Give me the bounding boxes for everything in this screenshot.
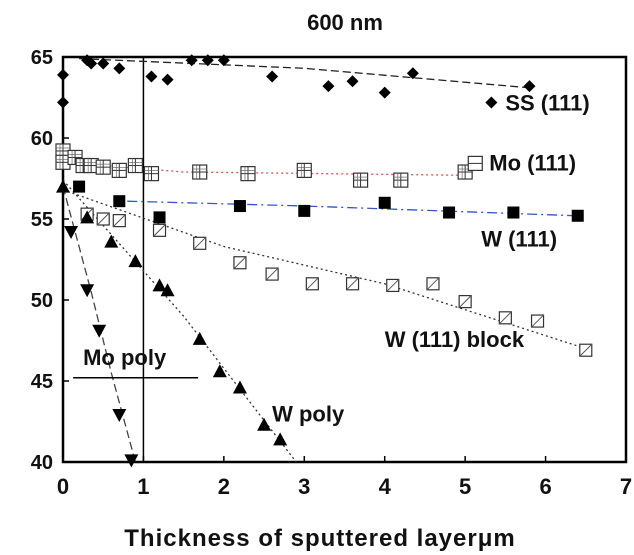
data-point: [192, 164, 208, 180]
data-point: [95, 159, 111, 175]
data-point: [393, 172, 409, 188]
data-point: [217, 54, 230, 67]
chart-title: 600 nm: [307, 10, 383, 35]
data-point: [298, 204, 311, 217]
series-label: SS (111): [505, 90, 589, 115]
data-point: [233, 256, 247, 270]
y-axis-ticks: 40 45 50 55 60 65: [31, 47, 69, 474]
data-point: [579, 343, 593, 357]
data-point: [80, 284, 95, 298]
data-point: [386, 278, 400, 293]
data-point: [153, 211, 166, 224]
series-label: W (111): [481, 227, 557, 252]
data-point: [273, 432, 288, 446]
x-tick-label: 2: [218, 474, 230, 499]
data-point: [426, 277, 440, 291]
data-point: [112, 214, 126, 228]
y-tick-label: 50: [31, 290, 53, 312]
data-point: [92, 324, 107, 338]
trend-line: [62, 189, 586, 350]
data-point: [406, 67, 419, 80]
data-point: [113, 62, 126, 75]
x-axis-ticks: 0 1 2 3 4 5 6 7: [57, 456, 632, 499]
data-point: [352, 172, 369, 188]
x-tick-label: 6: [539, 474, 551, 499]
x-axis-label: Thickness of sputtered layerμm: [124, 525, 515, 552]
x-tick-label: 5: [459, 474, 471, 499]
y-tick-label: 40: [31, 452, 53, 474]
data-point: [161, 73, 174, 86]
data-point: [378, 86, 391, 99]
data-point: [152, 223, 167, 237]
data-point: [152, 278, 167, 292]
data-point: [378, 196, 391, 209]
x-tick-label: 7: [620, 474, 632, 499]
series-label: Mo (111): [489, 150, 576, 175]
series-label: Mo poly: [83, 345, 167, 370]
data-point: [97, 57, 110, 70]
data-point: [266, 70, 279, 83]
data-point: [507, 206, 520, 219]
data-point: [257, 417, 272, 431]
data-point: [111, 162, 127, 178]
data-point: [296, 162, 312, 178]
data-point: [160, 283, 175, 297]
data-point: [73, 180, 86, 193]
data-point: [56, 179, 70, 193]
data-point: [104, 234, 119, 248]
data-point: [232, 380, 247, 394]
x-tick-label: 4: [379, 474, 392, 499]
data-point: [212, 364, 227, 378]
y-tick-label: 60: [31, 128, 53, 150]
data-point: [530, 314, 545, 328]
data-point: [571, 209, 584, 222]
series-label: W poly: [272, 402, 345, 427]
series-label: W (111) block: [385, 327, 525, 352]
data-point: [193, 236, 207, 250]
data-point: [322, 80, 335, 93]
data-point: [265, 267, 279, 281]
data-point: [80, 210, 95, 224]
data-point: [458, 295, 472, 309]
data-point: [240, 166, 256, 182]
data-point: [128, 254, 143, 268]
x-tick-label: 3: [298, 474, 310, 499]
data-point: [57, 96, 69, 109]
data-point: [85, 57, 98, 70]
data-point: [112, 409, 127, 423]
data-point: [57, 68, 69, 81]
series-labels: SS (111) Mo (111) W (111) W (111) block Mo p…: [73, 90, 590, 427]
data-point: [185, 54, 198, 67]
y-tick-label: 65: [31, 47, 53, 69]
data-point: [345, 277, 360, 291]
data-point: [443, 206, 456, 219]
data-point: [233, 200, 246, 213]
data-point: [64, 225, 79, 239]
data-point: [305, 277, 319, 291]
data-points: [55, 54, 593, 468]
legend-marker: [485, 96, 498, 109]
data-point: [127, 157, 143, 174]
data-point: [145, 70, 158, 83]
y-tick-label: 45: [31, 371, 53, 393]
data-point: [346, 75, 359, 88]
data-point: [192, 331, 207, 345]
x-tick-label: 1: [137, 474, 149, 499]
plot-area-frame: [61, 55, 628, 464]
data-point: [96, 212, 110, 226]
data-point: [498, 311, 512, 325]
data-point: [124, 454, 139, 468]
data-point: [143, 166, 160, 182]
data-point: [523, 80, 536, 93]
trend-line: [79, 57, 530, 89]
data-point: [201, 54, 214, 67]
y-tick-label: 55: [31, 209, 53, 231]
x-tick-label: 0: [57, 474, 69, 499]
data-point: [113, 195, 126, 208]
